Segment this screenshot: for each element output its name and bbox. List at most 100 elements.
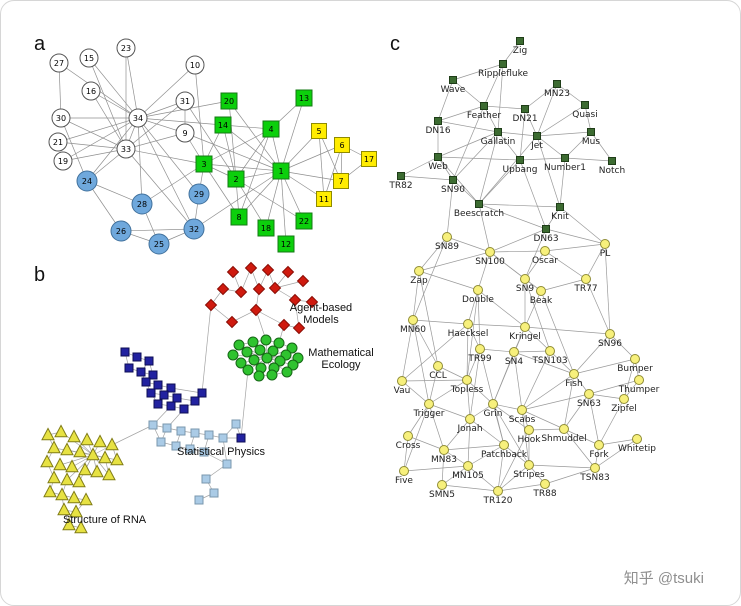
edge bbox=[492, 351, 515, 405]
edge bbox=[412, 319, 430, 405]
node-Shmuddel bbox=[559, 424, 569, 434]
node-label: TR120 bbox=[483, 496, 513, 506]
node-Whitetip bbox=[632, 434, 642, 444]
node-label: SN90 bbox=[441, 185, 465, 195]
node-label: 34 bbox=[133, 114, 143, 123]
node-MN105 bbox=[463, 461, 473, 471]
edge bbox=[60, 117, 127, 150]
edge bbox=[228, 100, 282, 172]
node-b-t24 bbox=[79, 492, 93, 506]
edge bbox=[418, 236, 448, 272]
node-b-d12 bbox=[153, 399, 163, 409]
edge bbox=[412, 319, 439, 367]
edge bbox=[452, 131, 499, 181]
node-15 bbox=[79, 48, 99, 68]
node-label: 32 bbox=[189, 225, 199, 234]
node-MN83 bbox=[439, 445, 449, 455]
edge bbox=[428, 365, 439, 405]
node-Number1 bbox=[561, 154, 569, 162]
edge bbox=[88, 57, 127, 150]
node-label: Bumper bbox=[617, 364, 653, 374]
panel-c-network: Zig Ripplefluke Wave MN23 Feather DN21 Quasi DN… bbox=[388, 37, 660, 506]
node-Zig bbox=[516, 37, 524, 45]
edge bbox=[563, 428, 596, 469]
node-b-t19 bbox=[60, 472, 74, 486]
edge bbox=[184, 100, 237, 180]
edge bbox=[497, 444, 505, 492]
node-b-r12 bbox=[249, 303, 263, 317]
node-label: 18 bbox=[261, 224, 271, 233]
edge bbox=[401, 379, 468, 382]
node-b-r4 bbox=[296, 274, 310, 288]
node-label: TR88 bbox=[532, 489, 556, 499]
node-19 bbox=[53, 151, 73, 171]
node-Jet bbox=[533, 132, 541, 140]
node-label: Zig bbox=[513, 46, 527, 56]
edge bbox=[418, 270, 439, 367]
node-b-d17 bbox=[236, 433, 246, 443]
node-b-r11 bbox=[305, 295, 319, 309]
node-Knit bbox=[556, 203, 564, 211]
node-1 bbox=[272, 162, 290, 180]
node-Zipfel bbox=[619, 394, 629, 404]
node-b-t5 bbox=[105, 437, 119, 451]
panel-a-label: a bbox=[34, 33, 46, 55]
node-label: Beescratch bbox=[454, 209, 504, 219]
node-b-l10 bbox=[199, 447, 209, 457]
node-b-t14 bbox=[65, 459, 79, 473]
edge bbox=[467, 323, 526, 328]
node-b-t8 bbox=[73, 444, 87, 458]
node-14 bbox=[214, 116, 232, 134]
node-Upbang bbox=[516, 156, 524, 164]
node-Oscar bbox=[540, 246, 550, 256]
node-b-r15 bbox=[292, 321, 306, 335]
node-b-t4 bbox=[93, 434, 107, 448]
edge bbox=[235, 178, 305, 222]
watermark: 知乎 @tsuki bbox=[623, 570, 704, 587]
node-b-g5 bbox=[227, 349, 239, 361]
node-label: Fork bbox=[589, 450, 609, 460]
edge bbox=[588, 379, 640, 395]
node-b-l3 bbox=[190, 428, 200, 438]
node-b-r2 bbox=[261, 263, 275, 277]
node-b-d0 bbox=[120, 347, 130, 357]
node-label: MN105 bbox=[452, 471, 484, 481]
edge bbox=[598, 398, 625, 446]
edge bbox=[428, 379, 468, 405]
edge bbox=[590, 131, 613, 162]
edge bbox=[401, 380, 430, 405]
edge bbox=[477, 289, 526, 328]
edge bbox=[86, 117, 139, 182]
node-b-g20 bbox=[253, 370, 265, 382]
edge bbox=[503, 444, 530, 466]
node-b-t17 bbox=[102, 467, 116, 481]
node-b-t27 bbox=[62, 517, 76, 531]
node-b-r9 bbox=[204, 298, 218, 312]
edge bbox=[563, 428, 600, 446]
node-label: Number1 bbox=[544, 163, 586, 173]
edge bbox=[524, 326, 551, 352]
edge bbox=[280, 170, 287, 245]
panel-c-label: c bbox=[390, 33, 400, 55]
edge bbox=[400, 156, 439, 177]
node-label: 30 bbox=[56, 114, 66, 123]
node-label: Wave bbox=[441, 85, 466, 95]
edge bbox=[265, 170, 282, 229]
node-label: 4 bbox=[268, 125, 273, 134]
node-label: 19 bbox=[58, 157, 68, 166]
edge bbox=[401, 319, 414, 382]
node-Fish bbox=[569, 369, 579, 379]
edge bbox=[60, 117, 88, 182]
node-b-r3 bbox=[281, 265, 295, 279]
node-label: DN63 bbox=[533, 234, 558, 244]
node-21 bbox=[48, 132, 68, 152]
edge bbox=[588, 393, 600, 446]
node-TR77 bbox=[581, 274, 591, 284]
node-Ripplefluke bbox=[499, 60, 507, 68]
node-33 bbox=[116, 139, 136, 159]
node-label: Vau bbox=[394, 386, 411, 396]
edge bbox=[407, 403, 430, 437]
node-b-g15 bbox=[287, 359, 299, 371]
node-6 bbox=[334, 137, 350, 153]
